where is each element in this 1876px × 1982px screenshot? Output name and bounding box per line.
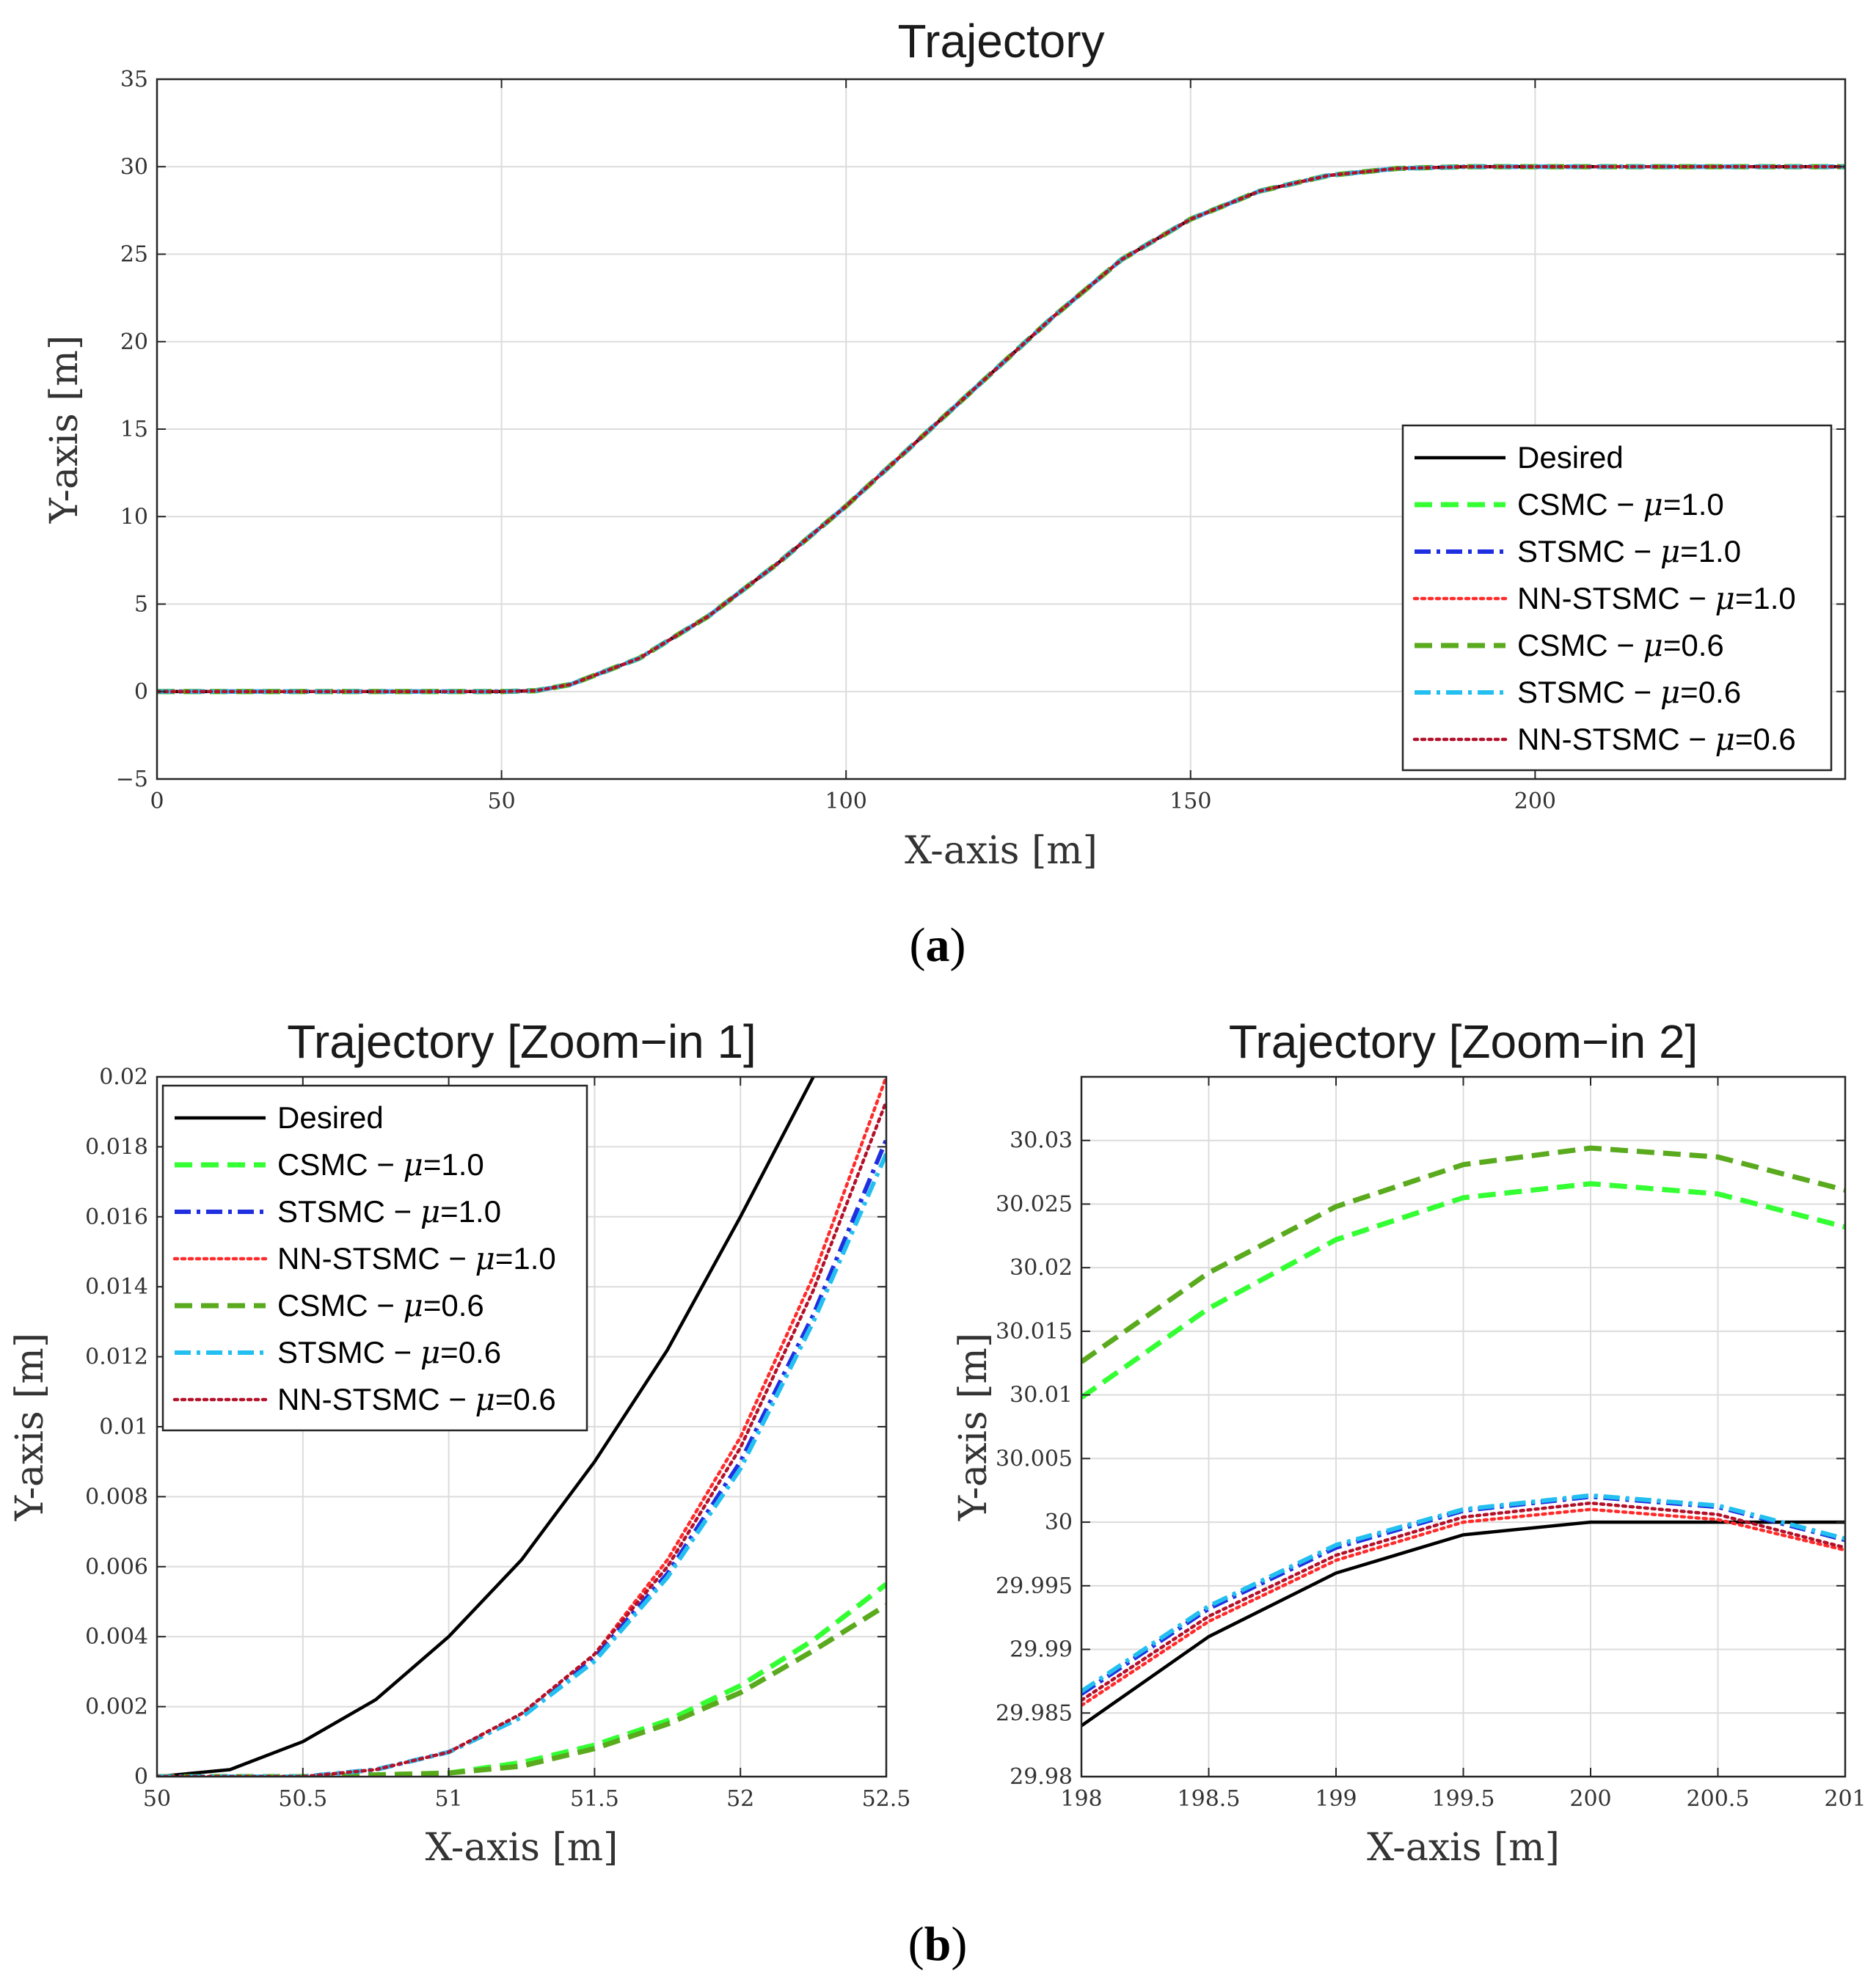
y-tick-label: 20 — [120, 329, 148, 355]
x-axis-label: X-axis [m] — [1367, 1826, 1560, 1870]
x-tick-label: 198 — [1060, 1786, 1102, 1812]
legend-label: NN-STSMC − μ=0.6 — [277, 1381, 556, 1417]
legend-label: STSMC − μ=0.6 — [277, 1334, 501, 1370]
x-tick-label: 198.5 — [1178, 1786, 1241, 1812]
y-tick-label: 25 — [120, 242, 148, 268]
legend-label: STSMC − μ=0.6 — [1517, 674, 1741, 710]
caption-b: (b) — [908, 1917, 968, 1971]
legend-label: NN-STSMC − μ=1.0 — [277, 1240, 556, 1276]
x-tick-label: 150 — [1169, 789, 1211, 814]
y-tick-label: 0.014 — [85, 1274, 148, 1300]
y-tick-label: 30 — [120, 154, 148, 180]
y-tick-label: 0.018 — [85, 1134, 148, 1160]
y-axis-label: Y-axis [m] — [952, 1333, 996, 1521]
x-tick-label: 52.5 — [862, 1786, 911, 1812]
series-group — [157, 1077, 886, 1777]
series-line-csmc-0-6 — [157, 1603, 886, 1777]
y-tick-label: 0.02 — [99, 1064, 148, 1090]
x-tick-label: 200 — [1569, 1786, 1611, 1812]
legend-label: CSMC − μ=0.6 — [277, 1287, 484, 1323]
legend-label: Desired — [1517, 440, 1624, 475]
y-tick-label: 29.99 — [1010, 1637, 1073, 1663]
series-group — [157, 164, 1845, 695]
y-tick-label: 0.012 — [85, 1345, 148, 1370]
y-tick-label: 30 — [1045, 1510, 1073, 1535]
series-group — [1081, 1145, 1845, 1727]
y-tick-label: 30.015 — [996, 1319, 1073, 1345]
y-tick-label: 10 — [120, 504, 148, 530]
y-tick-label: 30.03 — [1010, 1128, 1073, 1154]
series-line-nn-stsmc-0-6 — [157, 1100, 886, 1777]
y-tick-label: 30.005 — [996, 1446, 1073, 1471]
y-tick-label: 5 — [134, 592, 148, 618]
y-tick-label: 30.01 — [1010, 1383, 1073, 1408]
x-tick-label: 50 — [487, 789, 515, 814]
y-tick-label: 35 — [120, 67, 148, 92]
y-tick-label: 0.002 — [85, 1694, 148, 1720]
legend: Desired CSMC − μ=1.0 STSMC − μ=1.0 NN-STSMC… — [1401, 424, 1833, 772]
y-axis-label: Y-axis [m] — [8, 1333, 52, 1521]
legend-label: STSMC − μ=1.0 — [277, 1193, 501, 1229]
x-tick-label: 201 — [1824, 1786, 1866, 1812]
legend-label: NN-STSMC − μ=1.0 — [1517, 580, 1796, 616]
chart-title: Trajectory [Zoom−in 1] — [287, 1015, 756, 1068]
legend-label: CSMC − μ=1.0 — [1517, 486, 1724, 522]
legend-label: Desired — [277, 1100, 384, 1135]
legend-label: STSMC − μ=1.0 — [1517, 533, 1741, 569]
y-tick-label: 30.02 — [1010, 1255, 1073, 1281]
series-line-nn-stsmc-0-6 — [157, 165, 1845, 694]
legend-label: CSMC − μ=0.6 — [1517, 627, 1724, 663]
chart-title: Trajectory [Zoom−in 2] — [1229, 1015, 1698, 1068]
y-tick-label: 15 — [120, 417, 148, 442]
series-line-desired — [157, 1077, 815, 1777]
y-tick-label: 0.01 — [99, 1414, 148, 1440]
x-axis-label: X-axis [m] — [426, 1826, 618, 1870]
y-tick-label: 29.98 — [1010, 1764, 1073, 1790]
x-tick-label: 199 — [1315, 1786, 1357, 1812]
y-tick-label: −5 — [116, 767, 148, 792]
panel-b-zoom-in-2: 198 198.5 199 199.5 200 200.5 201 29.98 29.985 29… — [952, 1015, 1866, 1870]
panel-b-zoom-in-1: 50 50.5 51 51.5 52 52.5 0 0.002 0.004 0.006 0.008 0… — [8, 1015, 910, 1870]
x-tick-label: 0 — [150, 789, 164, 814]
y-tick-label: 0 — [134, 679, 148, 705]
y-tick-label: 0.008 — [85, 1484, 148, 1510]
x-tick-label: 50 — [143, 1786, 171, 1812]
x-tick-label: 50.5 — [278, 1786, 327, 1812]
y-tick-label: 0 — [134, 1764, 148, 1790]
x-tick-label: 51 — [435, 1786, 463, 1812]
y-tick-label: 30.025 — [996, 1191, 1073, 1217]
y-tick-label: 0.006 — [85, 1554, 148, 1580]
caption-a: (a) — [910, 918, 966, 972]
x-tick-label: 200 — [1514, 789, 1556, 814]
x-tick-label: 52 — [726, 1786, 754, 1812]
x-tick-label: 51.5 — [570, 1786, 619, 1812]
series-line-desired — [1081, 1520, 1845, 1727]
y-tick-label: 29.995 — [996, 1573, 1073, 1599]
legend-label: CSMC − μ=1.0 — [277, 1147, 484, 1182]
series-line-csmc-1-0 — [1081, 1181, 1845, 1400]
x-axis-label: X-axis [m] — [905, 829, 1098, 873]
x-tick-label: 100 — [825, 789, 867, 814]
chart-title: Trajectory — [897, 15, 1104, 67]
legend: Desired CSMC − μ=1.0 STSMC − μ=1.0 NN-STSMC… — [161, 1084, 588, 1432]
y-axis-label: Y-axis [m] — [43, 335, 87, 524]
legend-label: NN-STSMC − μ=0.6 — [1517, 721, 1796, 757]
y-tick-label: 0.004 — [85, 1624, 148, 1650]
series-line-nn-stsmc-1-0 — [1081, 1507, 1845, 1708]
series-line-nn-stsmc-0-6 — [1081, 1501, 1845, 1703]
x-tick-label: 200.5 — [1687, 1786, 1750, 1812]
x-tick-label: 199.5 — [1432, 1786, 1495, 1812]
y-tick-label: 29.985 — [996, 1700, 1073, 1726]
series-line-csmc-0-6 — [1081, 1145, 1845, 1364]
y-tick-label: 0.016 — [85, 1204, 148, 1230]
panel-a-trajectory: 0 50 100 150 200−505101520253035TrajectoryX-… — [43, 15, 1847, 873]
